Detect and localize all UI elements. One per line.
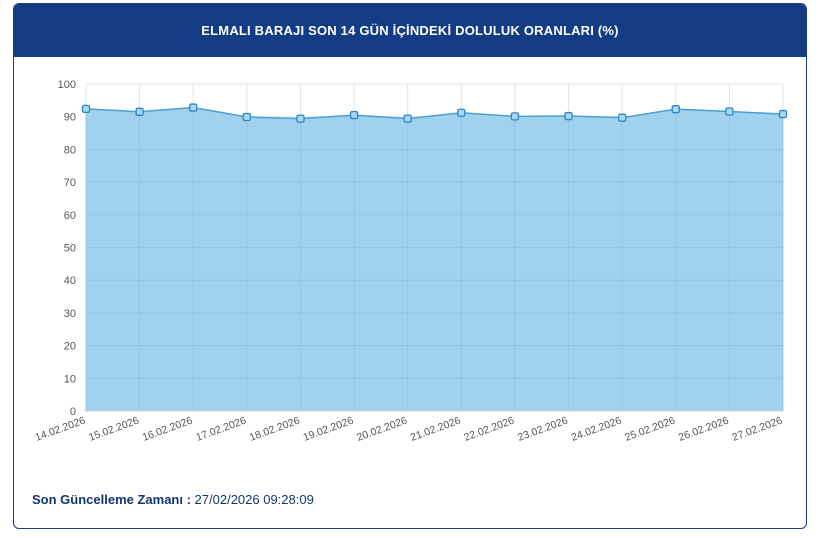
x-tick-label: 24.02.2026 <box>570 414 624 443</box>
chart-card: ELMALI BARAJI SON 14 GÜN İÇİNDEKİ DOLULU… <box>13 3 807 529</box>
data-point <box>618 113 627 122</box>
data-point <box>671 105 680 114</box>
y-tick-label: 70 <box>64 177 76 189</box>
y-tick-label: 90 <box>64 112 76 124</box>
y-tick-label: 100 <box>58 79 76 91</box>
y-tick-label: 40 <box>64 275 76 287</box>
data-point <box>349 110 359 120</box>
data-point <box>135 107 144 116</box>
data-point <box>778 109 788 119</box>
data-point <box>189 103 198 112</box>
x-tick-label: 23.02.2026 <box>516 414 570 443</box>
series-area <box>86 107 783 411</box>
x-tick-label: 19.02.2026 <box>302 414 356 443</box>
x-tick-label: 25.02.2026 <box>623 414 677 443</box>
x-tick-label: 16.02.2026 <box>141 414 195 443</box>
x-tick-label: 15.02.2026 <box>87 414 141 443</box>
last-update-value: 27/02/2026 09:28:09 <box>190 492 314 507</box>
last-update-label: Son Güncelleme Zamanı : <box>32 492 191 507</box>
x-tick-label: 21.02.2026 <box>409 414 463 443</box>
data-point <box>725 107 734 116</box>
data-point <box>81 104 91 114</box>
x-tick-label: 14.02.2026 <box>34 414 88 443</box>
y-tick-label: 0 <box>70 406 76 418</box>
data-point <box>510 112 520 121</box>
data-point <box>296 114 305 123</box>
x-tick-label: 20.02.2026 <box>355 414 409 443</box>
series-line <box>85 106 784 120</box>
y-tick-label: 10 <box>64 373 76 385</box>
y-tick-label: 60 <box>64 210 76 222</box>
area-chart: 0 10 20 30 40 50 60 70 80 90 100 14.02.2026 15.02.20… <box>34 79 788 444</box>
chart-title: ELMALI BARAJI SON 14 GÜN İÇİNDEKİ DOLULU… <box>14 4 806 57</box>
y-tick-label: 80 <box>64 144 76 156</box>
x-tick-label: 22.02.2026 <box>462 414 516 443</box>
last-update: Son Güncelleme Zamanı : 27/02/2026 09:28… <box>32 492 314 507</box>
y-tick-label: 20 <box>64 341 76 353</box>
data-point <box>403 114 412 123</box>
x-tick-label: 17.02.2026 <box>194 414 248 443</box>
x-tick-label: 18.02.2026 <box>248 414 302 443</box>
y-tick-label: 30 <box>64 308 76 320</box>
data-point <box>242 112 251 122</box>
y-tick-label: 50 <box>64 243 76 255</box>
x-tick-label: 26.02.2026 <box>677 414 731 443</box>
data-point <box>564 111 573 121</box>
x-tick-label: 27.02.2026 <box>731 414 785 443</box>
data-point <box>457 108 466 117</box>
